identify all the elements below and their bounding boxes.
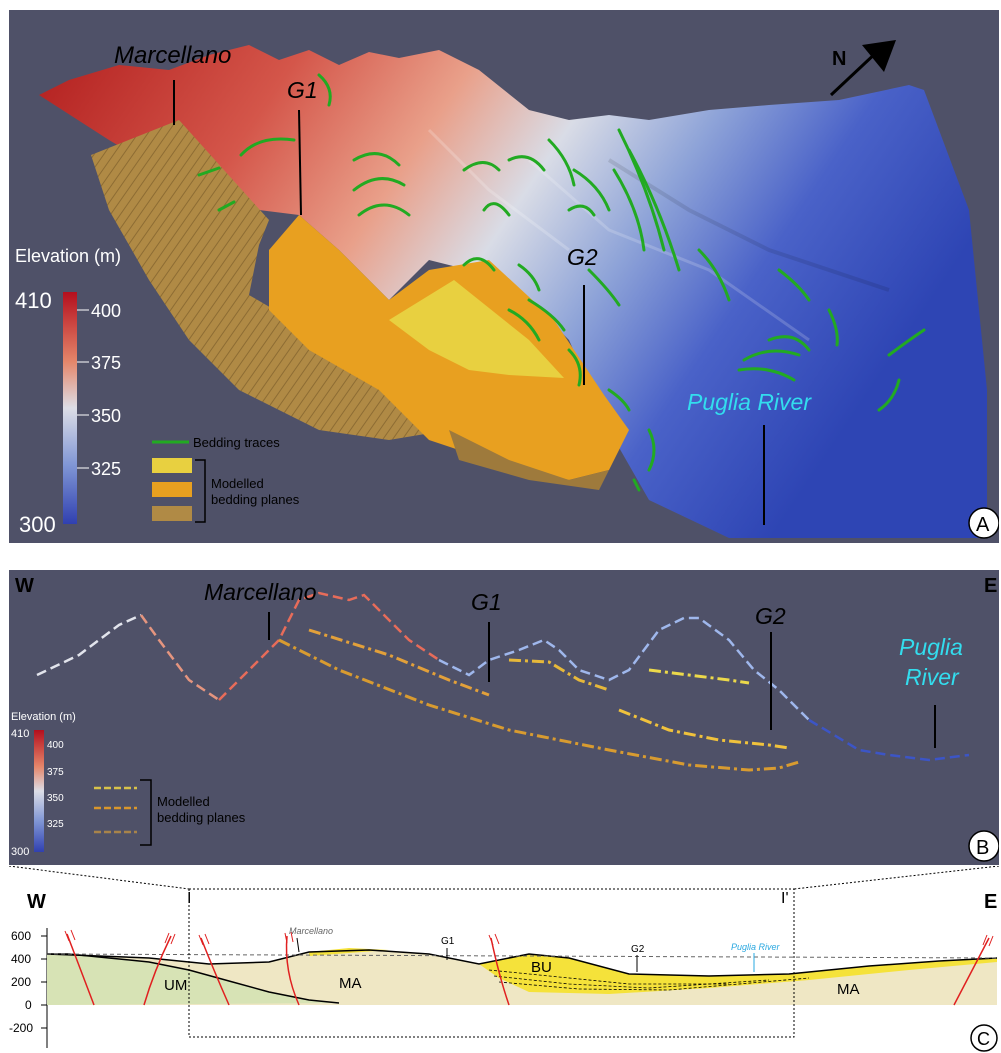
y-tick-minus-200: -200 bbox=[9, 1021, 33, 1035]
g2-label-b: G2 bbox=[755, 603, 786, 629]
colorbar-tick-325: 325 bbox=[91, 459, 121, 479]
panel-c-cross-section: W E I I' 600 400 200 0 -200 bbox=[9, 866, 999, 1053]
colorbar-tick-350: 350 bbox=[91, 406, 121, 426]
colorbar-b-min-label: 300 bbox=[11, 846, 29, 858]
g2-label-c: G2 bbox=[631, 944, 645, 955]
panel-a-badge bbox=[968, 507, 999, 539]
reference-dashed-line bbox=[46, 953, 998, 959]
section-end-label: I' bbox=[781, 890, 789, 907]
colorbar-ticks bbox=[77, 309, 89, 469]
colorbar-max-label: 410 bbox=[15, 288, 52, 313]
y-tick-400: 400 bbox=[11, 952, 31, 966]
legend-yellow-swatch bbox=[152, 458, 192, 473]
legend-modelled-line1: Modelled bbox=[211, 476, 264, 491]
puglia-river-label: Puglia River bbox=[687, 389, 812, 415]
topographic-profile bbox=[36, 591, 970, 762]
fault-arrow-icons bbox=[64, 929, 994, 947]
east-label-b: E bbox=[984, 575, 997, 597]
panel-b-badge bbox=[968, 830, 999, 862]
colorbar-b-tick-375: 375 bbox=[47, 767, 64, 778]
colorbar-b-tick-325: 325 bbox=[47, 819, 64, 830]
colorbar-b-tick-350: 350 bbox=[47, 793, 64, 804]
legend-orange-swatch bbox=[152, 482, 192, 497]
zoom-connector-left bbox=[9, 866, 190, 890]
zoom-box bbox=[188, 888, 795, 1038]
modelled-bedding-profile bbox=[278, 628, 800, 772]
marcellano-label-c: Marcellano bbox=[289, 926, 333, 936]
legend-b-bracket bbox=[140, 779, 152, 846]
panel-b-letter: B bbox=[976, 837, 989, 859]
panel-b-svg: W E Marcellano G1 G2 Puglia River Ele bbox=[11, 575, 999, 862]
legend-bedding-traces: Bedding traces bbox=[193, 435, 280, 450]
elevation-colorbar bbox=[63, 292, 77, 524]
colorbar-b-max-label: 410 bbox=[11, 728, 29, 740]
y-tick-200: 200 bbox=[11, 975, 31, 989]
marcellano-label-b: Marcellano bbox=[204, 579, 317, 605]
colorbar-tick-375: 375 bbox=[91, 353, 121, 373]
west-label-c: W bbox=[27, 891, 46, 913]
elevation-title: Elevation (m) bbox=[15, 246, 121, 266]
north-arrow-icon: N bbox=[829, 40, 896, 97]
topographic-surface bbox=[46, 949, 998, 977]
east-label-c: E bbox=[984, 891, 997, 913]
panel-c-svg: W E I I' 600 400 200 0 -200 bbox=[9, 866, 999, 1052]
g1-leader bbox=[298, 109, 302, 216]
legend-bracket bbox=[195, 459, 206, 523]
colorbar-b-tick-400: 400 bbox=[47, 740, 64, 751]
legend-brown-swatch bbox=[152, 506, 192, 521]
unit-um-label: UM bbox=[164, 977, 187, 994]
g2-label: G2 bbox=[567, 244, 598, 270]
panel-c-badge bbox=[970, 1024, 998, 1052]
legend-modelled-line2: bedding planes bbox=[211, 492, 300, 507]
bu-layering bbox=[488, 969, 810, 991]
marcellano-label: Marcellano bbox=[114, 42, 231, 69]
panel-a-letter: A bbox=[976, 514, 990, 536]
y-tick-600: 600 bbox=[11, 929, 31, 943]
elevation-colorbar-b bbox=[34, 730, 44, 852]
legend-b-modelled-line1: Modelled bbox=[157, 794, 210, 809]
puglia-label-b-line2: River bbox=[905, 664, 960, 690]
plane-brown-lower bbox=[449, 430, 609, 490]
unit-um-fill bbox=[47, 954, 339, 1005]
plane-yellow bbox=[389, 280, 564, 378]
elevation-title-b: Elevation (m) bbox=[11, 711, 76, 723]
terrain-surface bbox=[39, 45, 987, 538]
unit-bu-label: BU bbox=[531, 959, 552, 976]
panel-c-letter: C bbox=[977, 1029, 990, 1049]
unit-ma-label-left: MA bbox=[339, 975, 362, 992]
bedding-traces bbox=[197, 73, 926, 492]
west-label-b: W bbox=[15, 575, 34, 597]
marcellano-leader-c bbox=[296, 937, 300, 953]
unit-ma-label-right: MA bbox=[837, 981, 860, 998]
puglia-label-b-line1: Puglia bbox=[899, 634, 963, 660]
g1-label-b: G1 bbox=[471, 589, 502, 615]
puglia-label-c: Puglia River bbox=[731, 942, 781, 952]
colorbar-min-label: 300 bbox=[19, 512, 56, 537]
g1-label: G1 bbox=[287, 77, 318, 103]
zoom-connector-right bbox=[793, 866, 999, 890]
g1-label-c: G1 bbox=[441, 936, 455, 947]
legend-b-modelled-line2: bedding planes bbox=[157, 810, 246, 825]
north-label: N bbox=[832, 48, 846, 70]
panel-b-profile: W E Marcellano G1 G2 Puglia River Ele bbox=[9, 570, 999, 865]
y-axis-ticks bbox=[41, 935, 47, 1029]
colorbar-tick-400: 400 bbox=[91, 301, 121, 321]
panel-a-svg: Marcellano G1 G2 Puglia River N Elevatio… bbox=[15, 40, 999, 539]
panel-a-3d-model: Marcellano G1 G2 Puglia River N Elevatio… bbox=[9, 10, 999, 543]
unit-bu-fill bbox=[309, 948, 997, 994]
y-tick-0: 0 bbox=[25, 998, 32, 1012]
